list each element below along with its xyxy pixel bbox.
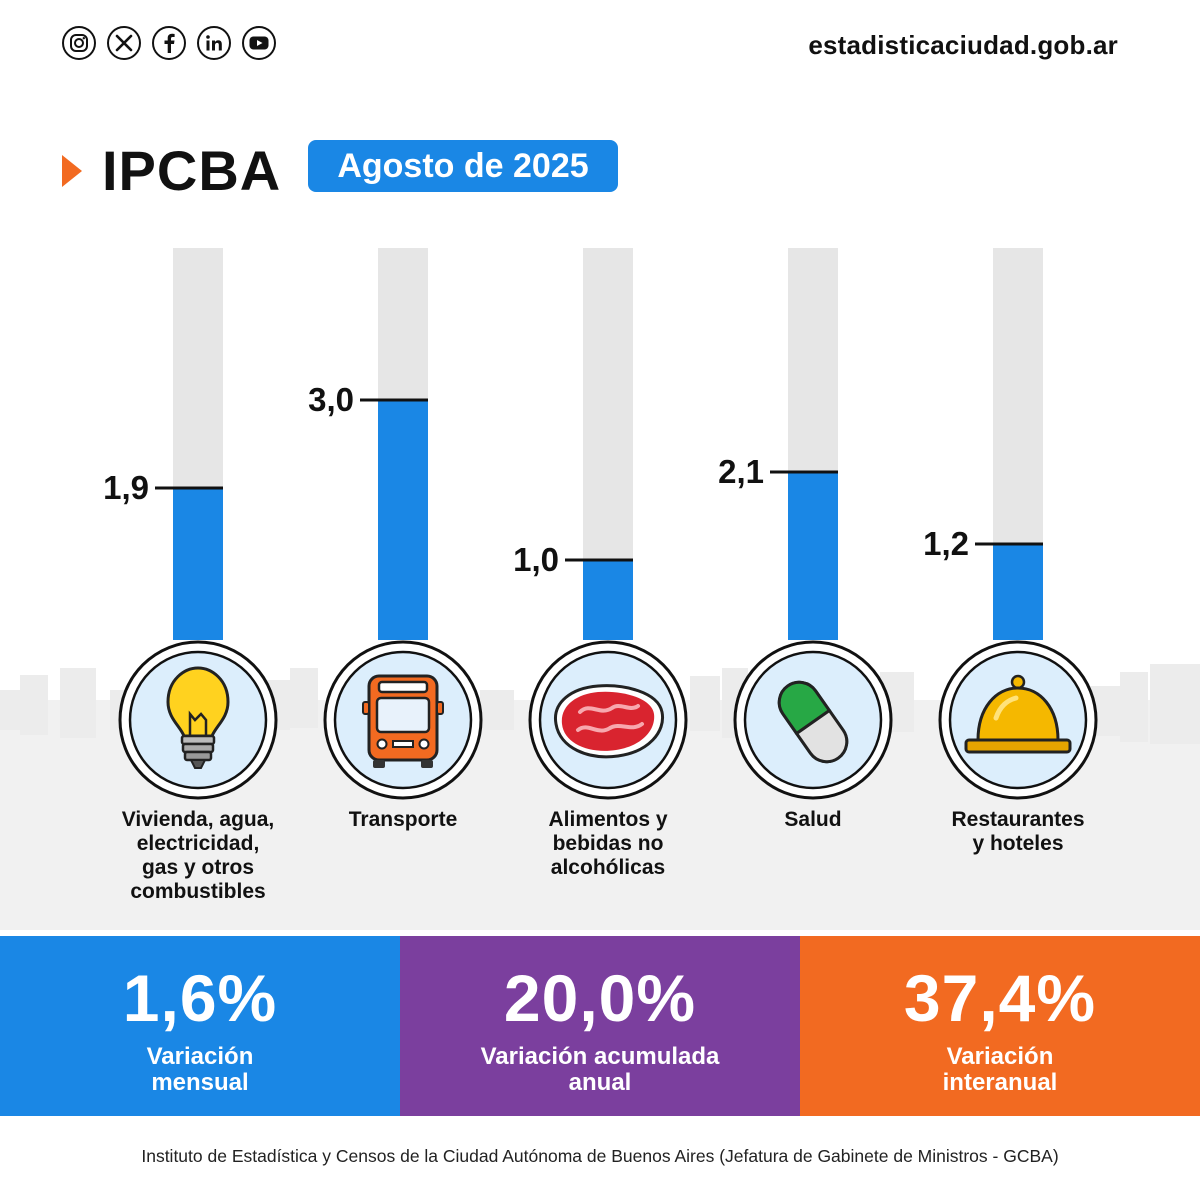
- bar-group: 1,9: [103, 248, 278, 800]
- title-arrow-icon: [62, 154, 82, 187]
- stat-label-line: anual: [568, 1069, 632, 1096]
- category-label-line: y hoteles: [972, 832, 1064, 855]
- bar-group: 3,0: [308, 248, 483, 800]
- period-badge: Agosto de 2025: [308, 140, 618, 192]
- stat-label-line: interanual: [942, 1069, 1058, 1096]
- category-labels: Vivienda, agua, electricidad, gas y otros c…: [0, 808, 1200, 918]
- category-label: Restaurantes y hoteles: [918, 808, 1118, 856]
- summary-stats: 1,6% Variación mensual 20,0% Variación acumu…: [0, 936, 1200, 1116]
- title-row: IPCBA: [62, 138, 281, 203]
- bar-group: 1,2: [923, 248, 1098, 800]
- stat-box: 20,0% Variación acumulada anual: [400, 936, 800, 1116]
- bar-group: 2,1: [718, 248, 893, 800]
- service-bell-icon: [964, 674, 1072, 754]
- skyline-building: [1120, 672, 1148, 742]
- pill-icon: [777, 680, 849, 764]
- bar-group: 1,0: [513, 248, 688, 800]
- stat-value: 37,4%: [903, 961, 1097, 1035]
- bar-value: [378, 400, 428, 640]
- category-label-line: Alimentos y: [548, 808, 668, 831]
- category-label-line: Restaurantes: [951, 808, 1085, 831]
- category-label: Transporte: [303, 808, 503, 832]
- skyline-building: [690, 676, 720, 731]
- category-label-line: bebidas no: [552, 832, 664, 855]
- instagram-icon[interactable]: [62, 26, 96, 60]
- category-label-line: gas y otros: [141, 856, 255, 879]
- category-label-line: electricidad,: [136, 832, 260, 855]
- linkedin-icon[interactable]: [197, 26, 231, 60]
- skyline-building: [60, 668, 96, 738]
- x-icon[interactable]: [107, 26, 141, 60]
- youtube-icon[interactable]: [242, 26, 276, 60]
- stat-label-line: mensual: [151, 1069, 249, 1096]
- stat-label-line: Variación: [946, 1043, 1054, 1070]
- category-label-line: alcohólicas: [550, 856, 666, 879]
- bar-value-label: 1,9: [103, 469, 149, 506]
- facebook-icon[interactable]: [152, 26, 186, 60]
- stat-box: 37,4% Variación interanual: [800, 936, 1200, 1116]
- source-footer: Instituto de Estadística y Censos de la …: [141, 1146, 1059, 1166]
- skyline-building: [290, 668, 318, 728]
- bar-value-label: 1,0: [513, 541, 559, 578]
- stat-value: 1,6%: [122, 961, 278, 1035]
- bar-value: [583, 560, 633, 640]
- category-label-line: Salud: [784, 808, 842, 831]
- meat-icon: [554, 684, 665, 759]
- page-title: IPCBA: [102, 139, 282, 202]
- category-label: Vivienda, agua, electricidad, gas y otros c…: [98, 808, 298, 904]
- stat-label-line: Variación: [146, 1043, 254, 1070]
- stat-box: 1,6% Variación mensual: [0, 936, 400, 1116]
- lightbulb-icon: [166, 666, 230, 769]
- social-links: [62, 26, 276, 60]
- bar-value-label: 2,1: [718, 453, 764, 490]
- stat-label: Variación interanual: [860, 1044, 1140, 1096]
- skyline-building: [480, 690, 514, 730]
- category-label-line: Transporte: [348, 808, 458, 831]
- bar-value: [788, 472, 838, 640]
- skyline-building: [1150, 664, 1200, 744]
- category-label: Salud: [713, 808, 913, 832]
- site-url[interactable]: estadisticaciudad.gob.ar: [808, 30, 1118, 60]
- skyline-building: [20, 675, 48, 735]
- stat-label-line: Variación acumulada: [480, 1043, 720, 1070]
- bar-gauge-chart: 1,9 3,0 1,0 2,1 1,2: [0, 248, 1200, 930]
- bar-value: [173, 488, 223, 640]
- bus-icon: [362, 674, 444, 768]
- category-label: Alimentos y bebidas no alcohólicas: [508, 808, 708, 880]
- bar-value-label: 1,2: [923, 525, 969, 562]
- bar-value-label: 3,0: [308, 381, 354, 418]
- stat-label: Variación mensual: [60, 1044, 340, 1096]
- bar-value: [993, 544, 1043, 640]
- stat-label: Variación acumulada anual: [460, 1044, 740, 1096]
- stat-value: 20,0%: [503, 961, 697, 1035]
- category-label-line: combustibles: [130, 880, 266, 903]
- category-label-line: Vivienda, agua,: [121, 808, 275, 831]
